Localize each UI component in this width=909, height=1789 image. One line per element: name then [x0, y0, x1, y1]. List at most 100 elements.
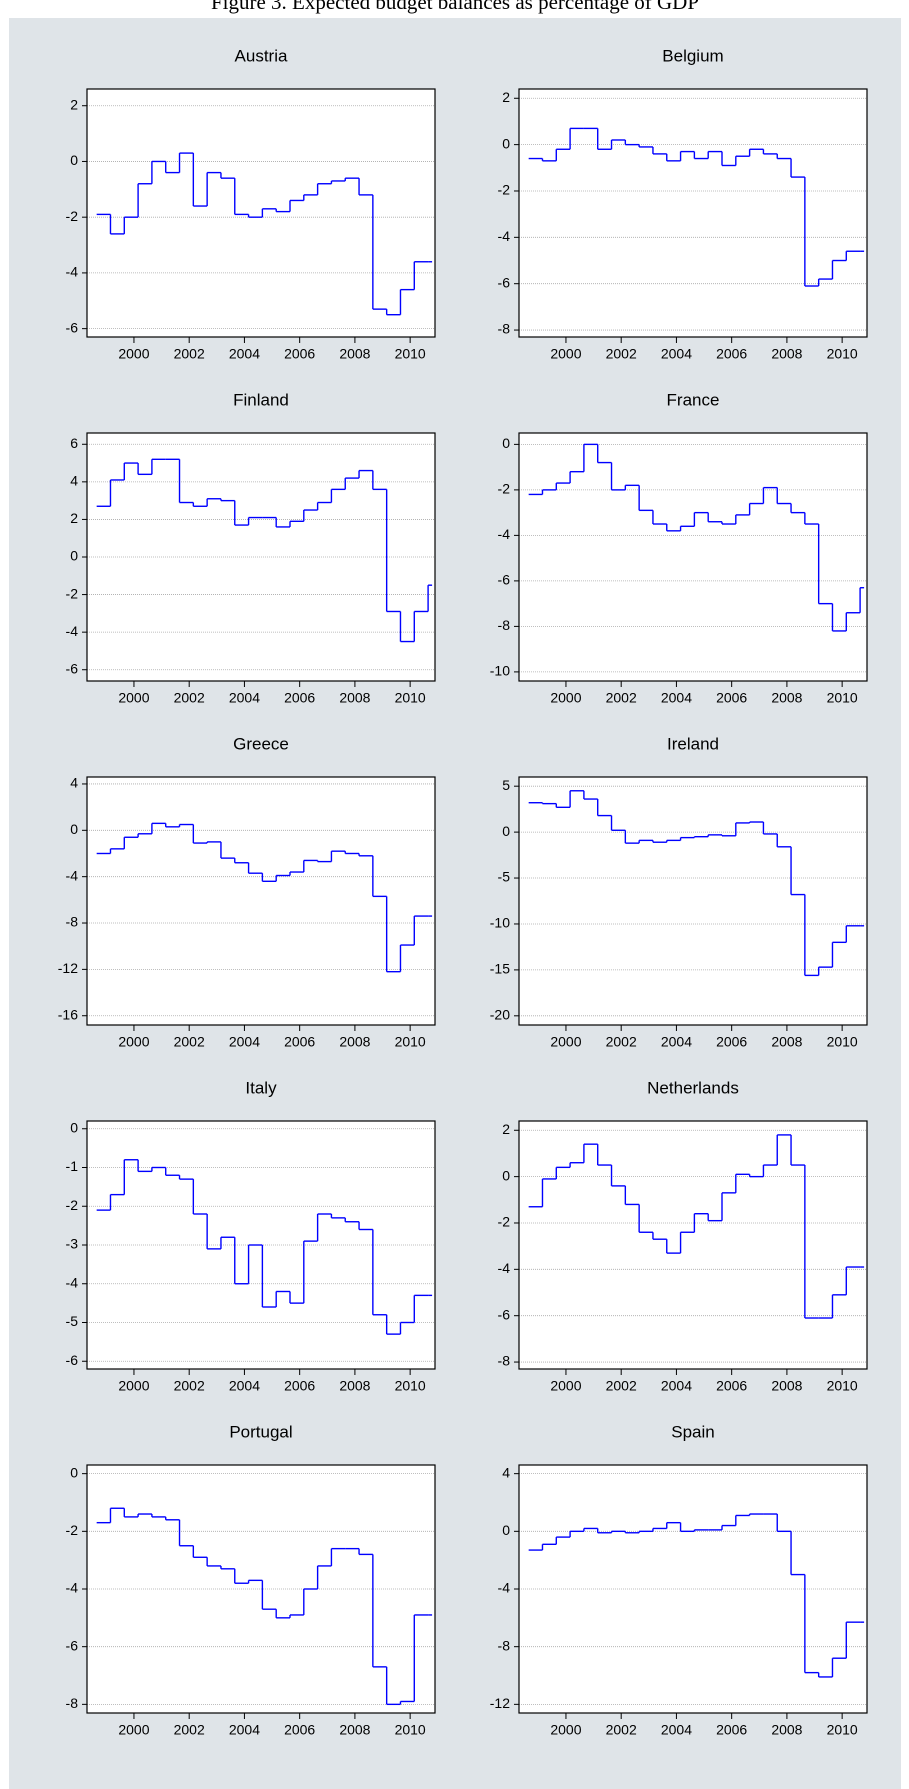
- plot-area: [519, 433, 867, 681]
- x-tick-label: 2008: [771, 1034, 802, 1050]
- y-tick-label: 0: [70, 152, 78, 168]
- y-tick-label: -5: [498, 869, 511, 885]
- y-tick-label: -2: [66, 585, 79, 601]
- y-tick-label: 0: [70, 1119, 78, 1135]
- y-tick-label: -10: [490, 915, 510, 931]
- x-tick-label: 2008: [339, 690, 370, 706]
- x-tick-label: 2004: [661, 690, 692, 706]
- x-tick-label: 2002: [606, 1722, 637, 1738]
- x-tick-label: 2004: [661, 1722, 692, 1738]
- plot-frame: [518, 432, 868, 682]
- plot-area: [519, 1121, 867, 1369]
- y-tick-label: -4: [66, 867, 79, 883]
- y-tick-label: 4: [70, 473, 78, 489]
- x-tick-label: 2006: [716, 1722, 747, 1738]
- x-tick-label: 2004: [229, 1034, 260, 1050]
- y-tick-label: 5: [502, 777, 510, 793]
- x-tick-label: 2002: [174, 1034, 205, 1050]
- x-tick-label: 2002: [174, 1722, 205, 1738]
- x-tick-label: 2010: [395, 1034, 426, 1050]
- y-tick-label: -6: [498, 274, 511, 290]
- y-tick-label: -6: [66, 1352, 79, 1368]
- x-tick-label: 2004: [661, 346, 692, 362]
- y-tick-label: -6: [498, 1306, 511, 1322]
- y-tick-label: -20: [490, 1007, 510, 1023]
- x-tick-label: 2000: [550, 346, 581, 362]
- x-tick-label: 2000: [550, 1034, 581, 1050]
- y-tick-label: 4: [502, 1464, 510, 1480]
- figure-title: Figure 3. Expected budget balances as pe…: [211, 0, 699, 14]
- plot-frame: [86, 1120, 436, 1370]
- x-tick-label: 2010: [827, 1378, 858, 1394]
- chart-title: Italy: [245, 1078, 277, 1097]
- plot-area: [87, 777, 435, 1025]
- x-tick-label: 2002: [174, 1378, 205, 1394]
- y-tick-label: -4: [498, 228, 511, 244]
- y-tick-label: 2: [502, 89, 510, 105]
- plot-frame: [86, 88, 436, 338]
- y-tick-label: 6: [70, 435, 78, 451]
- y-tick-label: -4: [66, 264, 79, 280]
- chart-title: Ireland: [667, 734, 719, 753]
- y-tick-label: -4: [498, 526, 511, 542]
- x-tick-label: 2006: [716, 1034, 747, 1050]
- chart-title: Netherlands: [647, 1078, 739, 1097]
- x-tick-label: 2008: [339, 1722, 370, 1738]
- x-tick-label: 2008: [771, 1722, 802, 1738]
- chart-title: Belgium: [662, 46, 723, 65]
- y-tick-label: -6: [66, 1637, 79, 1653]
- plot-frame: [518, 1464, 868, 1714]
- x-tick-label: 2000: [118, 1034, 149, 1050]
- x-tick-label: 2010: [395, 690, 426, 706]
- x-tick-label: 2004: [229, 346, 260, 362]
- x-tick-label: 2006: [716, 690, 747, 706]
- x-tick-label: 2000: [550, 690, 581, 706]
- x-tick-label: 2004: [661, 1034, 692, 1050]
- x-tick-label: 2000: [118, 346, 149, 362]
- x-tick-label: 2010: [395, 1722, 426, 1738]
- chart-title: France: [667, 390, 720, 409]
- y-tick-label: -1: [66, 1158, 79, 1174]
- x-tick-label: 2008: [771, 1378, 802, 1394]
- y-tick-label: -8: [66, 1695, 79, 1711]
- x-tick-label: 2006: [716, 1378, 747, 1394]
- y-tick-label: -6: [66, 660, 79, 676]
- y-tick-label: -8: [498, 1353, 511, 1369]
- y-tick-label: -4: [66, 1274, 79, 1290]
- plot-frame: [518, 88, 868, 338]
- x-tick-label: 2006: [716, 346, 747, 362]
- y-tick-label: -6: [66, 319, 79, 335]
- plot-area: [87, 89, 435, 337]
- y-tick-label: 2: [70, 96, 78, 112]
- x-tick-label: 2000: [550, 1722, 581, 1738]
- x-tick-label: 2004: [229, 1378, 260, 1394]
- x-tick-label: 2000: [550, 1378, 581, 1394]
- x-tick-label: 2006: [284, 690, 315, 706]
- x-tick-label: 2006: [284, 1722, 315, 1738]
- y-tick-label: -3: [66, 1236, 79, 1252]
- y-tick-label: 2: [70, 510, 78, 526]
- y-tick-label: 0: [502, 823, 510, 839]
- x-tick-label: 2008: [339, 1034, 370, 1050]
- x-tick-label: 2008: [771, 690, 802, 706]
- plot-frame: [518, 776, 868, 1026]
- x-tick-label: 2008: [339, 1378, 370, 1394]
- y-tick-label: -4: [498, 1260, 511, 1276]
- y-tick-label: 0: [502, 1522, 510, 1538]
- x-tick-label: 2004: [229, 690, 260, 706]
- plot-frame: [518, 1120, 868, 1370]
- y-tick-label: -5: [66, 1313, 79, 1329]
- x-tick-label: 2004: [661, 1378, 692, 1394]
- y-tick-label: -8: [498, 1637, 511, 1653]
- y-tick-label: -8: [66, 914, 79, 930]
- x-tick-label: 2010: [827, 1034, 858, 1050]
- y-tick-label: -10: [490, 663, 510, 679]
- x-tick-label: 2006: [284, 1378, 315, 1394]
- x-tick-label: 2004: [229, 1722, 260, 1738]
- chart-title: Portugal: [229, 1422, 292, 1441]
- y-tick-label: 0: [70, 821, 78, 837]
- y-tick-label: 0: [502, 1167, 510, 1183]
- x-tick-label: 2000: [118, 1722, 149, 1738]
